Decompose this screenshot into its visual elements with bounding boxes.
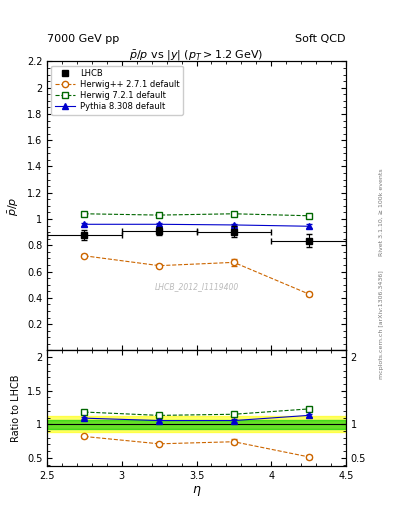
Y-axis label: Ratio to LHCB: Ratio to LHCB: [11, 374, 21, 442]
Text: $\bar{p}/p$ vs $|y|$ $(p_{T} > 1.2$ GeV$)$: $\bar{p}/p$ vs $|y|$ $(p_{T} > 1.2$ GeV$…: [129, 49, 264, 63]
X-axis label: $\eta$: $\eta$: [192, 483, 201, 498]
Y-axis label: $\bar{p}/p$: $\bar{p}/p$: [7, 196, 21, 216]
Bar: [47, 416, 346, 432]
Text: Soft QCD: Soft QCD: [296, 33, 346, 44]
Text: LHCB_2012_I1119400: LHCB_2012_I1119400: [154, 282, 239, 291]
Text: mcplots.cern.ch [arXiv:1306.3436]: mcplots.cern.ch [arXiv:1306.3436]: [379, 271, 384, 379]
Text: 7000 GeV pp: 7000 GeV pp: [47, 33, 119, 44]
Text: Rivet 3.1.10, ≥ 100k events: Rivet 3.1.10, ≥ 100k events: [379, 168, 384, 257]
Legend: LHCB, Herwig++ 2.7.1 default, Herwig 7.2.1 default, Pythia 8.308 default: LHCB, Herwig++ 2.7.1 default, Herwig 7.2…: [51, 66, 183, 115]
Bar: [47, 419, 346, 429]
